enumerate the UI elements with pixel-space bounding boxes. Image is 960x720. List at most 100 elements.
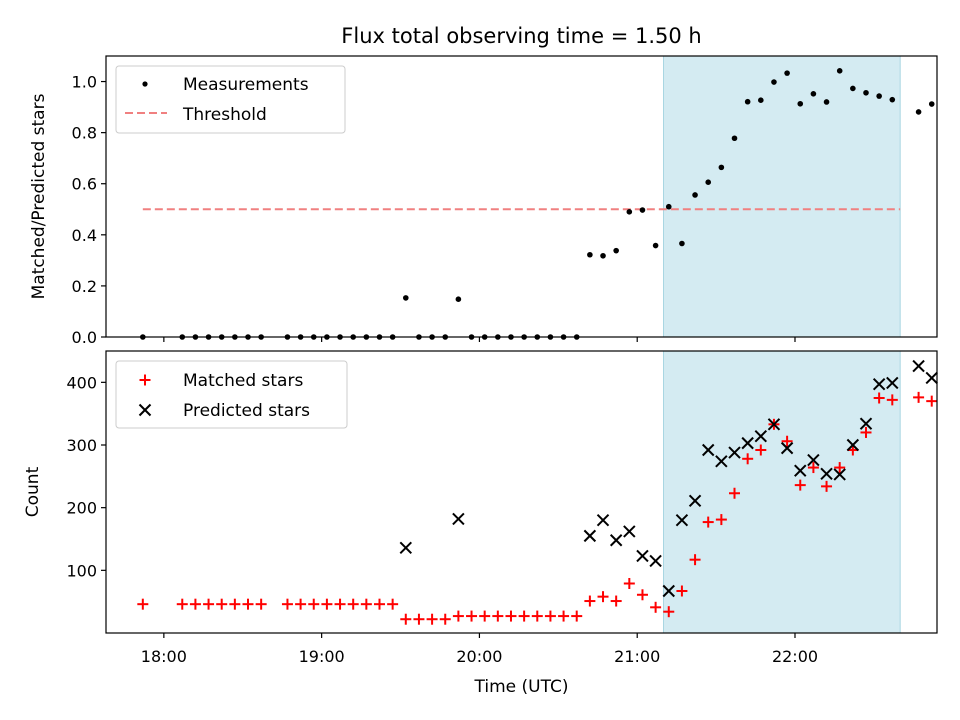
matched-star-point [558,610,570,622]
ratio-y-tick-label: 0.8 [72,124,97,143]
matched-star-point [821,480,833,492]
matched-star-point [492,610,504,622]
x-tick-label: 22:00 [772,647,818,666]
predicted-star-point [741,436,754,450]
count-panel-frame [105,350,938,634]
matched-star-point [347,598,359,610]
matched-star-point [505,610,517,622]
count-y-tick-label: 400 [66,373,97,392]
matched-star-point [610,595,622,607]
observing-window-span [663,55,901,338]
matched-star-point [650,601,662,613]
matched-star-point [426,613,438,625]
legend-measurements-label: Measurements [183,75,309,95]
ratio-y-tick-label: 0.2 [72,277,97,296]
matched-star-point [926,395,938,407]
matched-star-point [334,598,346,610]
matched-star-point [544,610,556,622]
predicted-star-point [820,467,833,481]
measurement-point [784,70,790,76]
measurement-point [705,179,712,185]
matched-star-point [663,606,675,618]
matched-star-point [571,610,583,622]
predicted-star-point [399,541,412,554]
matched-star-point [189,598,201,610]
ratio-panel-frame [105,55,938,338]
matched-star-point [886,394,898,406]
measurement-point [744,98,751,105]
legend-box [115,360,348,429]
matched-star-point [203,598,215,610]
measurement-point [731,135,738,142]
matched-star-point [518,610,530,622]
predicted-star-point [609,534,623,547]
ratio-y-tick-label: 1.0 [72,73,97,92]
legend-plus-glyph [139,374,151,386]
predicted-star-point [767,418,781,431]
matched-star-point [531,610,543,622]
matched-star-point [636,589,648,601]
matched-star-point [584,595,596,607]
predicted-star-point [912,359,925,373]
matched-star-point [229,598,241,610]
ratio-y-tick-label: 0.4 [72,226,97,245]
matched-star-point [742,453,754,465]
x-tick-label: 20:00 [456,647,502,666]
predicted-star-point [675,513,689,527]
matched-star-point [242,598,254,610]
predicted-star-point [794,464,807,477]
count-legend: Matched stars Predicted stars [115,360,348,429]
measurement-point [587,251,593,258]
chart-title: Flux total observing time = 1.50 h [341,24,701,48]
matched-star-point [466,610,478,622]
measurement-point [652,242,659,249]
matched-star-point [479,610,491,622]
count-y-tick-label: 100 [66,561,97,580]
matched-star-point [295,598,307,610]
matched-star-point [860,426,872,438]
legend-predicted-marker [138,403,152,417]
measurement-point [600,252,606,259]
matched-star-point [597,591,609,603]
measurement-point [626,209,633,215]
matched-star-point [216,598,228,610]
measurement-point [850,85,856,92]
ratio-legend: Measurements Threshold [115,65,346,134]
measurement-point [613,247,619,254]
observing-window-span [663,350,901,634]
predicted-star-point [886,376,899,390]
matched-star-point [623,577,635,589]
measurement-point [876,93,882,99]
predicted-star-point [452,512,465,526]
measurement-point [889,96,896,103]
legend-matched-marker [139,374,151,386]
predicted-star-point [807,453,820,467]
measurement-point [718,164,725,171]
matched-star-point [729,487,741,499]
legend-box [115,65,346,134]
predicted-star-point [859,417,873,430]
legend-predicted-label: Predicted stars [183,401,310,421]
ratio-y-tick-label: 0.6 [72,175,97,194]
measurement-point [402,295,409,301]
matched-star-point [360,598,372,610]
measurement-point [863,89,869,96]
matched-star-point [715,514,727,526]
matched-star-point [689,554,701,566]
matched-star-point [913,391,925,403]
predicted-star-point [715,455,728,468]
legend-threshold-label: Threshold [182,105,267,125]
matched-star-point [452,610,464,622]
predicted-star-point [688,494,702,507]
measurement-point [665,203,672,210]
predicted-star-point [925,371,938,385]
matched-star-point [794,479,806,491]
matched-star-point [281,598,293,610]
measurement-point [692,192,698,198]
legend-matched-label: Matched stars [183,371,303,391]
matched-star-point [439,613,451,625]
ratio-panel: 0.0 0.2 0.4 0.6 0.8 1.0 Flux total observing … [29,24,938,347]
matched-star-point [755,444,767,456]
matched-star-point [321,598,333,610]
